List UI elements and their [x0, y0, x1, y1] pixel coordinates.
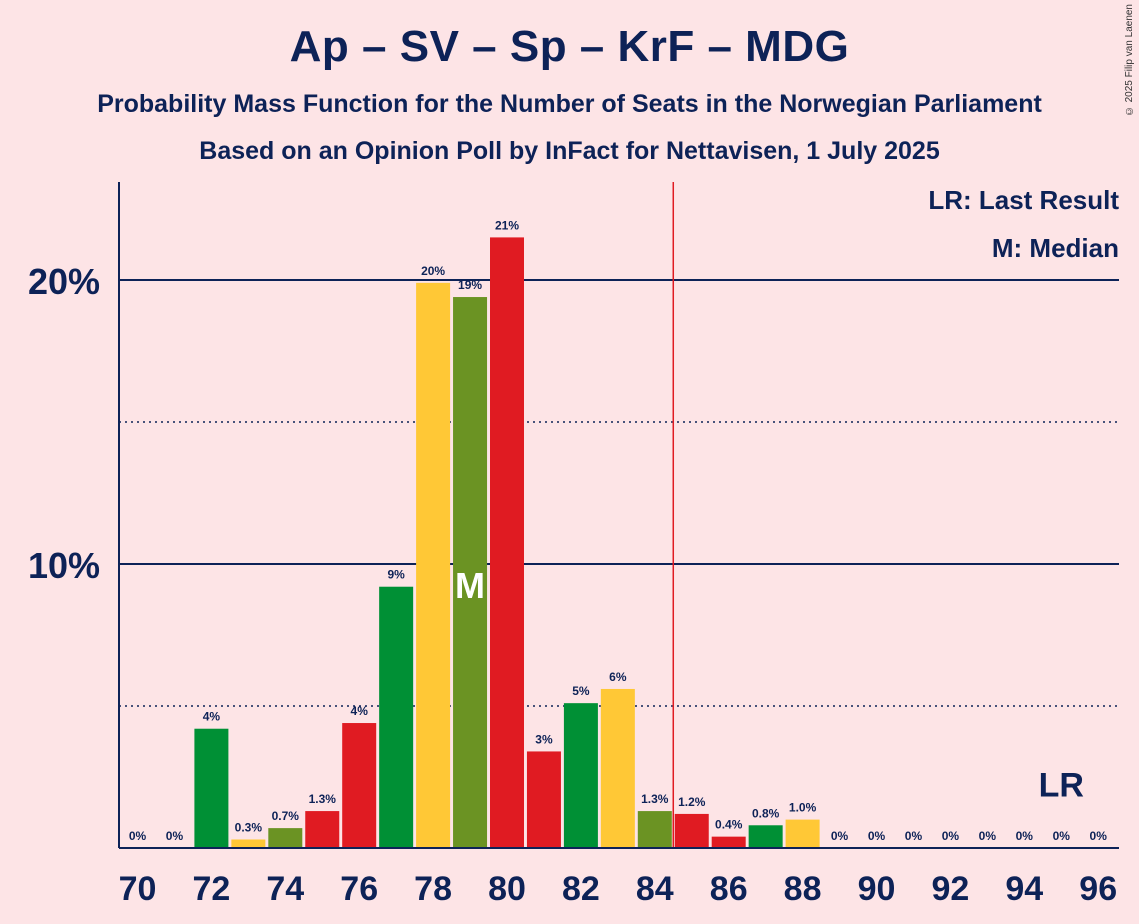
bar-label-seat-87: 0.8% — [752, 806, 780, 820]
bar-label-seat-84: 1.3% — [641, 792, 669, 806]
bar-seat-72 — [194, 728, 229, 848]
x-tick-label: 78 — [414, 870, 452, 908]
bar-seat-76 — [342, 723, 377, 848]
bar-label-seat-93: 0% — [979, 829, 997, 843]
bar-label-seat-80: 21% — [495, 218, 519, 232]
y-tick-label: 10% — [28, 545, 100, 586]
bar-label-seat-92: 0% — [942, 829, 960, 843]
legend-median: M: Median — [991, 233, 1119, 263]
bar-seat-79 — [453, 297, 488, 848]
bar-seat-87 — [748, 825, 783, 848]
x-tick-label: 70 — [119, 870, 157, 908]
bar-label-seat-83: 6% — [609, 670, 627, 684]
bar-label-seat-77: 9% — [387, 568, 405, 582]
bar-label-seat-76: 4% — [351, 704, 369, 718]
x-tick-label: 80 — [488, 870, 526, 908]
bar-seat-80 — [490, 237, 524, 848]
bar-label-seat-71: 0% — [166, 829, 184, 843]
bar-seat-74 — [268, 828, 303, 848]
bar-seat-77 — [379, 586, 414, 848]
bar-label-seat-79: 19% — [458, 278, 482, 292]
bar-label-seat-72: 4% — [203, 710, 221, 724]
x-tick-label: 86 — [710, 870, 748, 908]
bar-label-seat-88: 1.0% — [789, 801, 817, 815]
y-tick-label: 20% — [28, 261, 100, 302]
bar-seat-81 — [526, 751, 561, 848]
bar-label-seat-78: 20% — [421, 264, 445, 278]
bar-label-seat-74: 0.7% — [272, 809, 300, 823]
bar-label-seat-73: 0.3% — [235, 820, 263, 834]
x-tick-label: 90 — [858, 870, 896, 908]
x-tick-label: 82 — [562, 870, 600, 908]
chart-title: Ap – SV – Sp – KrF – MDG — [289, 22, 850, 71]
chart-subtitle-2: Based on an Opinion Poll by InFact for N… — [199, 137, 940, 165]
bar-label-seat-85: 1.2% — [678, 795, 706, 809]
bar-label-seat-94: 0% — [1016, 829, 1034, 843]
x-tick-label: 92 — [931, 870, 969, 908]
x-tick-label: 96 — [1079, 870, 1117, 908]
x-tick-label: 84 — [636, 870, 674, 908]
x-tick-label: 94 — [1005, 870, 1043, 908]
x-tick-label: 74 — [266, 870, 304, 908]
bar-label-seat-75: 1.3% — [309, 792, 337, 806]
bar-seat-78 — [416, 282, 451, 849]
bar-seat-83 — [600, 688, 635, 848]
median-marker: M — [455, 565, 485, 606]
bar-label-seat-89: 0% — [831, 829, 849, 843]
x-tick-label: 88 — [784, 870, 822, 908]
legend-last-result: LR: Last Result — [928, 185, 1119, 215]
bar-label-seat-91: 0% — [905, 829, 923, 843]
bar-seat-82 — [563, 703, 598, 848]
chart-subtitle-1: Probability Mass Function for the Number… — [97, 90, 1042, 118]
bar-label-seat-96: 0% — [1090, 829, 1108, 843]
bar-label-seat-70: 0% — [129, 829, 147, 843]
x-tick-label: 76 — [340, 870, 378, 908]
bar-seat-75 — [305, 811, 340, 848]
x-tick-label: 72 — [192, 870, 230, 908]
bar-label-seat-86: 0.4% — [715, 818, 743, 832]
bar-seat-85 — [674, 813, 709, 848]
bar-label-seat-81: 3% — [535, 732, 553, 746]
bar-seat-73 — [231, 839, 266, 848]
bar-label-seat-95: 0% — [1053, 829, 1071, 843]
bar-seat-84 — [637, 811, 672, 848]
bar-label-seat-82: 5% — [572, 684, 590, 698]
bar-seat-86 — [711, 836, 746, 848]
last-result-marker: LR — [1039, 767, 1084, 805]
bar-seat-88 — [785, 819, 820, 848]
bar-label-seat-90: 0% — [868, 829, 886, 843]
